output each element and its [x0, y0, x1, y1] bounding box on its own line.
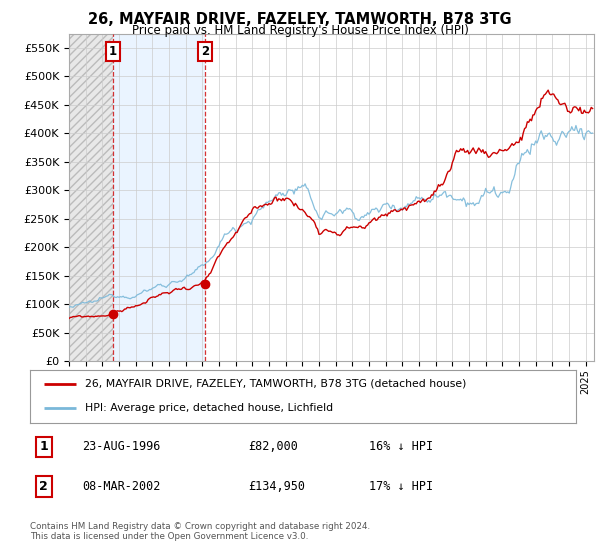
Bar	[113, 34, 205, 361]
Text: Contains HM Land Registry data © Crown copyright and database right 2024.
This d: Contains HM Land Registry data © Crown c…	[30, 522, 370, 542]
Text: 2: 2	[201, 45, 209, 58]
Text: 26, MAYFAIR DRIVE, FAZELEY, TAMWORTH, B78 3TG: 26, MAYFAIR DRIVE, FAZELEY, TAMWORTH, B7…	[88, 12, 512, 27]
Text: 17% ↓ HPI: 17% ↓ HPI	[368, 480, 433, 493]
Text: 2: 2	[39, 480, 48, 493]
Text: 1: 1	[39, 440, 48, 454]
Text: 26, MAYFAIR DRIVE, FAZELEY, TAMWORTH, B78 3TG (detached house): 26, MAYFAIR DRIVE, FAZELEY, TAMWORTH, B7…	[85, 379, 466, 389]
Text: £134,950: £134,950	[248, 480, 305, 493]
Text: 1: 1	[109, 45, 117, 58]
Text: HPI: Average price, detached house, Lichfield: HPI: Average price, detached house, Lich…	[85, 403, 333, 413]
Text: 08-MAR-2002: 08-MAR-2002	[82, 480, 160, 493]
Text: 16% ↓ HPI: 16% ↓ HPI	[368, 440, 433, 454]
Text: £82,000: £82,000	[248, 440, 298, 454]
Bar	[69, 34, 113, 361]
Text: Price paid vs. HM Land Registry's House Price Index (HPI): Price paid vs. HM Land Registry's House …	[131, 24, 469, 36]
Text: 23-AUG-1996: 23-AUG-1996	[82, 440, 160, 454]
